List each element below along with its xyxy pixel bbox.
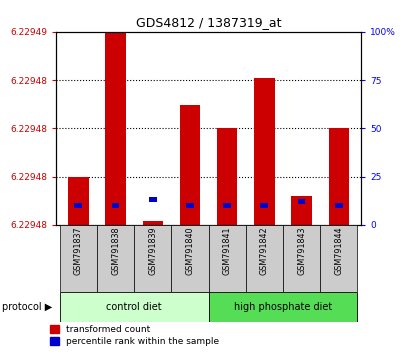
Bar	[186, 203, 194, 208]
Text: GSM791843: GSM791843	[297, 227, 306, 275]
Bar	[217, 128, 237, 225]
Bar	[329, 128, 349, 225]
Bar	[105, 32, 126, 225]
Bar	[209, 292, 357, 322]
Text: GSM791839: GSM791839	[148, 227, 157, 275]
Bar	[180, 105, 200, 225]
Bar	[254, 78, 275, 225]
Bar	[223, 203, 231, 208]
Bar	[246, 225, 283, 292]
Bar	[320, 225, 357, 292]
Bar	[291, 196, 312, 225]
Text: GSM791837: GSM791837	[74, 227, 83, 275]
Bar	[97, 225, 134, 292]
Text: protocol ▶: protocol ▶	[2, 302, 52, 312]
Bar	[60, 292, 209, 322]
Bar	[142, 221, 163, 225]
Bar	[134, 225, 171, 292]
Bar	[298, 199, 305, 204]
Bar	[335, 203, 343, 208]
Text: GSM791840: GSM791840	[186, 227, 195, 275]
Bar	[283, 225, 320, 292]
Text: GSM791844: GSM791844	[334, 227, 343, 275]
Text: high phosphate diet: high phosphate diet	[234, 302, 332, 312]
Bar	[149, 197, 156, 202]
Bar	[68, 177, 88, 225]
Bar	[209, 225, 246, 292]
Bar	[112, 203, 120, 208]
Text: GSM791838: GSM791838	[111, 227, 120, 275]
Bar	[171, 225, 209, 292]
Bar	[261, 203, 268, 208]
Title: GDS4812 / 1387319_at: GDS4812 / 1387319_at	[136, 16, 281, 29]
Bar	[60, 225, 97, 292]
Text: control diet: control diet	[106, 302, 162, 312]
Text: GSM791842: GSM791842	[260, 227, 269, 275]
Text: GSM791841: GSM791841	[222, 227, 232, 275]
Legend: transformed count, percentile rank within the sample: transformed count, percentile rank withi…	[46, 321, 222, 349]
Bar	[74, 203, 82, 208]
